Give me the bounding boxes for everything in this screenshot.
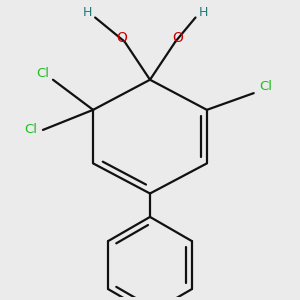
Text: Cl: Cl [36, 67, 50, 80]
Text: Cl: Cl [24, 123, 38, 136]
Text: H: H [199, 6, 208, 19]
Text: O: O [173, 31, 184, 45]
Text: O: O [116, 31, 127, 45]
Text: H: H [82, 6, 92, 19]
Text: Cl: Cl [259, 80, 272, 93]
